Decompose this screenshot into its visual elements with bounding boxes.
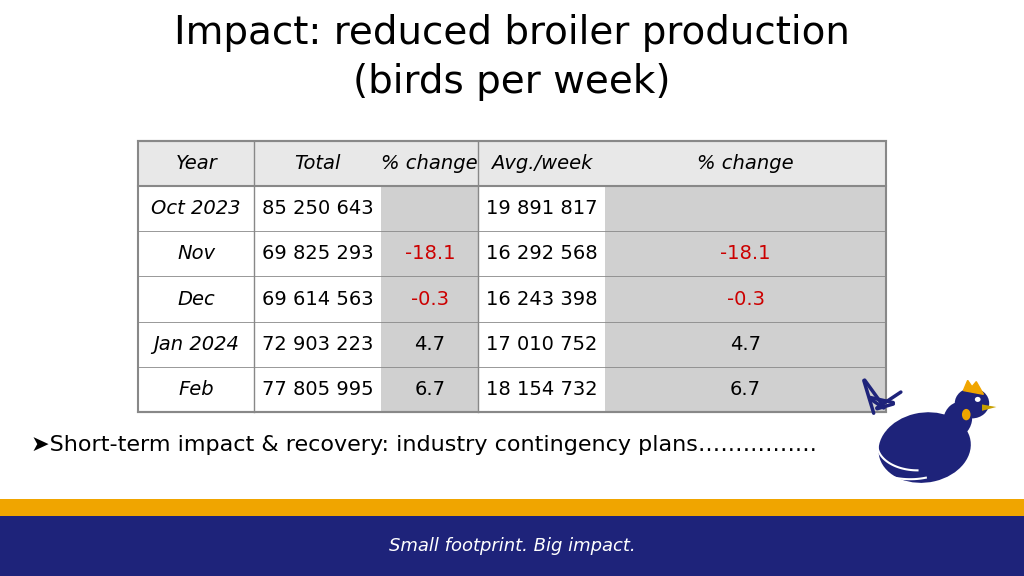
Text: -18.1: -18.1 bbox=[404, 244, 455, 263]
Text: 18 154 732: 18 154 732 bbox=[486, 380, 598, 399]
Text: Impact: reduced broiler production
(birds per week): Impact: reduced broiler production (bird… bbox=[174, 14, 850, 101]
Bar bbox=[0, 499, 1024, 516]
Bar bbox=[605, 367, 886, 412]
Bar bbox=[381, 321, 478, 367]
Polygon shape bbox=[964, 380, 983, 395]
Text: Nov: Nov bbox=[177, 244, 215, 263]
Text: Total: Total bbox=[295, 154, 341, 173]
Text: -18.1: -18.1 bbox=[720, 244, 771, 263]
Polygon shape bbox=[982, 404, 996, 411]
Text: 85 250 643: 85 250 643 bbox=[262, 199, 374, 218]
Text: Feb: Feb bbox=[178, 380, 214, 399]
Text: 19 891 817: 19 891 817 bbox=[486, 199, 598, 218]
Text: 17 010 752: 17 010 752 bbox=[486, 335, 598, 354]
Text: Small footprint. Big impact.: Small footprint. Big impact. bbox=[389, 537, 635, 555]
Bar bbox=[0, 516, 1024, 576]
Bar bbox=[605, 232, 886, 276]
Text: ➤Short-term impact & recovery: industry contingency plans…………….: ➤Short-term impact & recovery: industry … bbox=[31, 435, 816, 455]
Ellipse shape bbox=[943, 402, 972, 437]
Text: -0.3: -0.3 bbox=[727, 290, 765, 309]
Bar bbox=[605, 276, 886, 321]
Text: 69 614 563: 69 614 563 bbox=[262, 290, 374, 309]
Text: 77 805 995: 77 805 995 bbox=[262, 380, 374, 399]
Text: 6.7: 6.7 bbox=[730, 380, 761, 399]
Bar bbox=[381, 232, 478, 276]
Bar bbox=[381, 276, 478, 321]
Text: Dec: Dec bbox=[177, 290, 215, 309]
Bar bbox=[381, 367, 478, 412]
Bar bbox=[605, 321, 886, 367]
Text: 4.7: 4.7 bbox=[730, 335, 761, 354]
Text: 69 825 293: 69 825 293 bbox=[262, 244, 374, 263]
Text: % change: % change bbox=[697, 154, 794, 173]
Ellipse shape bbox=[879, 412, 971, 483]
Text: 16 292 568: 16 292 568 bbox=[486, 244, 598, 263]
Text: Avg./week: Avg./week bbox=[492, 154, 593, 173]
Bar bbox=[138, 141, 886, 412]
Text: 6.7: 6.7 bbox=[415, 380, 445, 399]
Text: 16 243 398: 16 243 398 bbox=[486, 290, 598, 309]
Text: Jan 2024: Jan 2024 bbox=[154, 335, 240, 354]
Text: 4.7: 4.7 bbox=[415, 335, 445, 354]
Text: -0.3: -0.3 bbox=[411, 290, 449, 309]
Text: % change: % change bbox=[382, 154, 478, 173]
Ellipse shape bbox=[962, 409, 971, 420]
Bar bbox=[605, 186, 886, 232]
Bar bbox=[138, 141, 886, 186]
Text: 72 903 223: 72 903 223 bbox=[262, 335, 374, 354]
Circle shape bbox=[954, 388, 989, 418]
Text: Year: Year bbox=[175, 154, 217, 173]
Text: Oct 2023: Oct 2023 bbox=[152, 199, 241, 218]
Bar bbox=[381, 186, 478, 232]
Circle shape bbox=[975, 397, 981, 402]
